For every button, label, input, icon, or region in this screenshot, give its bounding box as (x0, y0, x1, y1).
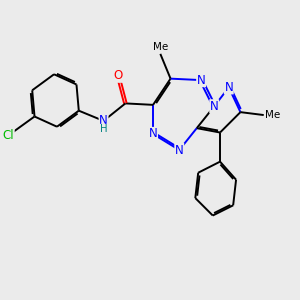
Text: N: N (99, 114, 108, 128)
Text: N: N (210, 100, 219, 113)
Text: N: N (149, 128, 158, 140)
Text: O: O (113, 69, 123, 82)
Text: N: N (175, 143, 184, 157)
Text: Me: Me (265, 110, 280, 120)
Text: H: H (100, 124, 107, 134)
Text: N: N (197, 74, 206, 87)
Text: Cl: Cl (2, 129, 14, 142)
Text: Me: Me (153, 42, 168, 52)
Text: N: N (224, 81, 233, 94)
